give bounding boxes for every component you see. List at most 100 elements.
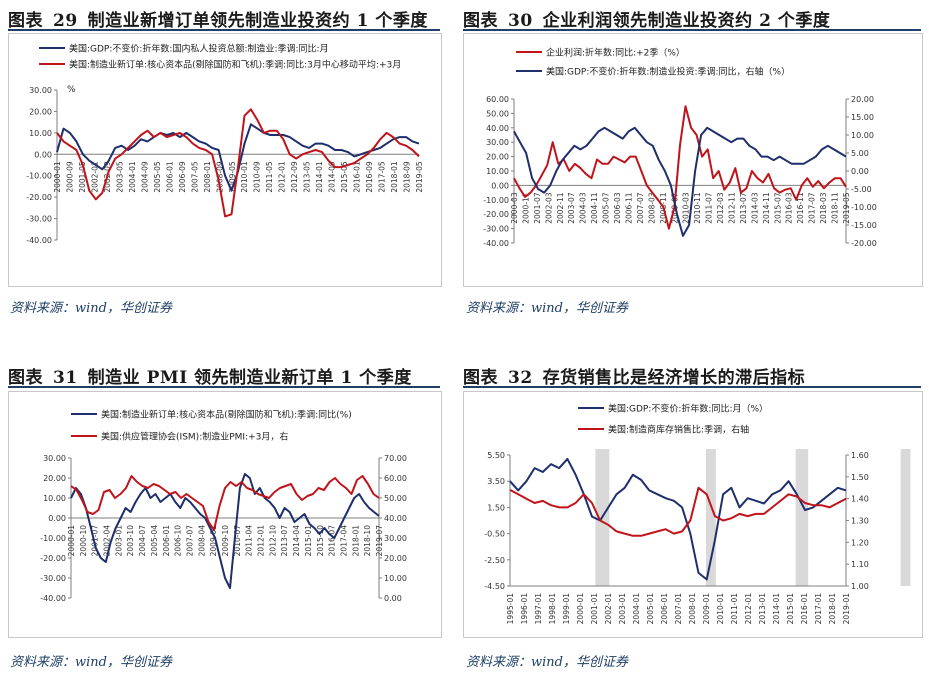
- chart-32-label: 图表: [463, 368, 498, 388]
- chart-29-unit-label: %: [67, 85, 76, 95]
- chart-29-x-tick-label: 2009-05: [228, 161, 237, 193]
- chart-31-x-tick-label: 2018-01: [351, 525, 360, 557]
- chart-30-figure: -40.00 -30.00 -20.00 -10.00 0.00 10.00 20.00 30…: [463, 33, 923, 287]
- chart-30-y-tick-label-left: 40.00: [486, 124, 509, 133]
- chart-30-x-tick-label: 2002-11: [556, 192, 565, 224]
- chart-31-series-line-1: [70, 473, 380, 589]
- chart-32-x-tick-label: 2005-01: [646, 593, 655, 625]
- chart-32-svg: -4.50 -2.50 -0.50 1.50 3.50 5.50 1.00 1.10 1.20 1…: [484, 403, 911, 625]
- chart-32-y-tick-label-right: 1.00: [851, 582, 869, 591]
- chart-30-series-line-1: [513, 105, 847, 230]
- chart-30-x-tick-label: 2018-03: [819, 192, 828, 224]
- chart-32-x-tick-label: 2019-01: [842, 593, 851, 625]
- chart-32-x-tick-label: 2014-01: [772, 593, 781, 625]
- chart-31-x-tick-label: 2016-07: [328, 525, 337, 557]
- chart-30-x-tick-label: 2001-07: [533, 192, 542, 224]
- chart-30-number: 30: [508, 11, 533, 31]
- chart-29-y-tick-label-left: 30.00: [29, 86, 52, 95]
- chart-31-y-tick-label-left: 20.00: [43, 474, 66, 483]
- chart-32-figure: -4.50 -2.50 -0.50 1.50 3.50 5.50 1.00 1.10 1.20 1…: [463, 391, 923, 638]
- chart-32-x-tick-label: 2011-01: [730, 593, 739, 625]
- chart-31-x-tick-label: 2003-01: [114, 525, 123, 557]
- chart-32-x-tick-label: 2004-01: [632, 593, 641, 625]
- chart-32-series-line-2: [509, 486, 847, 537]
- chart-31-x-tick-label: 2014-04: [292, 525, 301, 557]
- chart-31-title-block: 图表 31 制造业 PMI 领先制造业新订单 1 个季度: [8, 363, 412, 388]
- chart-30-x-tick-label: 2012-03: [716, 192, 725, 224]
- chart-31-x-tick-label: 2005-04: [150, 525, 159, 557]
- chart-31-x-tick-label: 2000-10: [79, 525, 88, 557]
- chart-31-y-tick-label-left: -30.00: [40, 574, 66, 583]
- chart-32-x-tick-label: 2001-01: [590, 593, 599, 625]
- chart-29-x-tick-label: 2018-09: [403, 161, 412, 193]
- chart-31-x-tick-label: 2012-10: [268, 525, 277, 557]
- chart-31-label: 图表: [8, 368, 43, 388]
- chart-31-x-tick-label: 2000-01: [67, 525, 76, 557]
- chart-32-x-tick-label: 2007-01: [674, 593, 683, 625]
- chart-29-x-tick-label: 2011-05: [265, 161, 274, 193]
- chart-31-x-tick-label: 2009-10: [221, 525, 230, 557]
- chart-32-x-tick-label: 2017-01: [814, 593, 823, 625]
- chart-31-title: 制造业 PMI 领先制造业新订单 1 个季度: [87, 368, 412, 388]
- chart-32-y-tick-label-left: 5.50: [487, 451, 505, 460]
- chart-29-x-tick-label: 2016-09: [365, 161, 374, 193]
- chart-29-x-tick-label: 2004-09: [140, 161, 149, 193]
- chart-29-x-tick-label: 2017-05: [378, 161, 387, 193]
- chart-32-x-tick-label: 2012-01: [744, 593, 753, 625]
- chart-32-x-tick-label: 1998-01: [548, 593, 557, 625]
- chart-32-x-tick-label: 2009-01: [702, 593, 711, 625]
- chart-30-x-tick-label: 2016-03: [785, 192, 794, 224]
- chart-30-x-tick-label: 2017-07: [808, 192, 817, 224]
- chart-30-svg: -40.00 -30.00 -20.00 -10.00 0.00 10.00 20.00 30…: [483, 47, 877, 249]
- chart-32-x-tick-label: 1996-01: [520, 593, 529, 625]
- chart-29-x-tick-label: 2018-01: [390, 161, 399, 193]
- chart-32-x-tick-label: 2003-01: [618, 593, 627, 625]
- chart-30-y-tick-label-right: 20.00: [851, 95, 874, 104]
- chart-29-x-tick-label: 2000-01: [53, 161, 62, 193]
- chart-30-y-tick-label-right: -10.00: [851, 203, 877, 212]
- chart-29-x-tick-label: 2019-05: [415, 161, 424, 193]
- chart-31-y-tick-label-left: 0.00: [48, 514, 66, 523]
- chart-30-x-tick-label: 2000-03: [510, 192, 519, 224]
- chart-29-x-tick-label: 2007-05: [190, 161, 199, 193]
- chart-31-source: 资料来源：wind，华创证券: [10, 655, 172, 670]
- chart-30-y-tick-label-right: -20.00: [851, 239, 877, 248]
- chart-30-y-tick-label-left: -10.00: [483, 196, 509, 205]
- chart-31-legend-label-1: 美国:制造业新订单:核心资本品(剔除国防和飞机):季调:同比(%): [101, 409, 352, 421]
- chart-30-x-tick-label: 2003-07: [567, 192, 576, 224]
- chart-31-y-tick-label-right: 60.00: [384, 474, 407, 483]
- chart-29-y-tick-label-left: -20.00: [26, 193, 52, 202]
- chart-31-y-tick-label-left: -10.00: [40, 534, 66, 543]
- chart-29-title: 制造业新增订单领先制造业投资约 1 个季度: [87, 11, 428, 31]
- chart-31-y-tick-label-right: 10.00: [384, 574, 407, 583]
- chart-31-x-tick-label: 2004-07: [138, 525, 147, 557]
- chart-29-x-tick-label: 2001-05: [78, 161, 87, 193]
- chart-29-x-tick-label: 2004-01: [128, 161, 137, 193]
- chart-30-y-tick-label-left: -20.00: [483, 210, 509, 219]
- chart-32-y-tick-label-left: -4.50: [484, 582, 505, 591]
- chart-32-y-tick-label-right: 1.30: [851, 517, 869, 526]
- chart-29-x-tick-label: 2002-01: [90, 161, 99, 193]
- chart-31-y-tick-label-left: 10.00: [43, 494, 66, 503]
- chart-32-x-tick-label: 1999-01: [562, 593, 571, 625]
- chart-32-x-tick-label: 2016-01: [800, 593, 809, 625]
- chart-31-x-tick-label: 2013-07: [280, 525, 289, 557]
- chart-30-title-block: 图表 30 企业利润领先制造业投资约 2 个季度: [463, 6, 830, 31]
- chart-31-x-tick-label: 2002-04: [103, 525, 112, 557]
- chart-31-legend-label-2: 美国:供应管理协会(ISM):制造业PMI:+3月，右: [101, 431, 288, 443]
- chart-29-svg: -40.00 -30.00 -20.00 -10.00 0.00 10.00 20.00 30…: [26, 43, 424, 246]
- chart-29-y-tick-label-left: 20.00: [29, 107, 52, 116]
- chart-32-legend-label-1: 美国:GDP:不变价:折年数:同比:月（%）: [608, 403, 768, 415]
- chart-31-x-tick-label: 2019-07: [375, 525, 384, 557]
- chart-30-y-tick-label-right: -15.00: [851, 221, 877, 230]
- chart-32-title-rule: [463, 386, 921, 388]
- chart-30-y-tick-label-right: 15.00: [851, 113, 874, 122]
- chart-29-label: 图表: [8, 11, 43, 31]
- chart-30-x-tick-label: 2014-03: [750, 192, 759, 224]
- chart-30-y-tick-label-left: -30.00: [483, 225, 509, 234]
- chart-29-figure: -40.00 -30.00 -20.00 -10.00 0.00 10.00 20.00 30…: [8, 33, 442, 287]
- chart-29-y-tick-label-left: -30.00: [26, 215, 52, 224]
- chart-32-y-tick-label-left: 3.50: [487, 477, 505, 486]
- chart-29-x-tick-label: 2013-05: [303, 161, 312, 193]
- chart-31-y-tick-label-right: 40.00: [384, 514, 407, 523]
